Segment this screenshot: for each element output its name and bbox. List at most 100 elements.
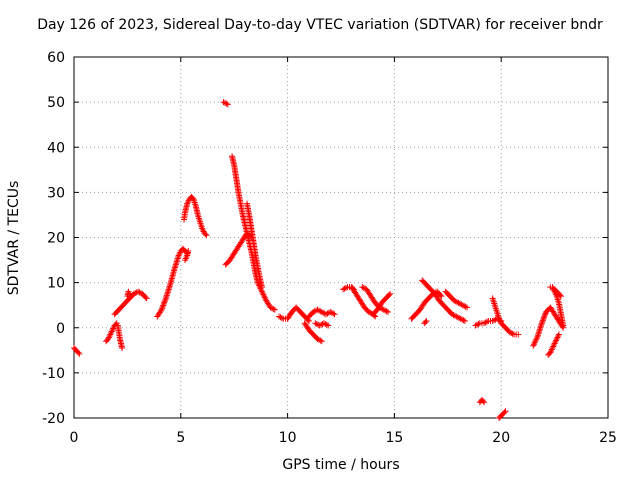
data-points xyxy=(71,99,567,421)
data-point xyxy=(328,309,335,316)
data-point xyxy=(331,311,338,318)
x-tick-label: 10 xyxy=(279,430,297,446)
data-point xyxy=(541,313,548,320)
data-point xyxy=(460,317,467,324)
series-seg26 xyxy=(476,396,488,406)
data-point xyxy=(483,318,490,325)
data-point xyxy=(162,296,169,303)
series-seg13 xyxy=(301,320,325,345)
data-point xyxy=(143,295,150,302)
data-point xyxy=(224,101,231,108)
x-axis-label: GPS time / hours xyxy=(282,457,400,473)
data-point xyxy=(161,299,168,306)
data-point xyxy=(323,321,330,328)
data-point xyxy=(142,294,149,301)
data-point xyxy=(271,306,278,313)
data-point xyxy=(539,317,546,324)
series-seg31 xyxy=(551,286,565,300)
data-point xyxy=(461,317,468,324)
x-tick-label: 25 xyxy=(599,430,617,446)
data-point xyxy=(475,320,482,327)
data-point xyxy=(221,99,228,106)
data-point xyxy=(482,319,489,326)
y-tick-label: 0 xyxy=(56,321,65,337)
x-tick-label: 5 xyxy=(176,430,185,446)
data-point xyxy=(136,289,143,296)
data-point xyxy=(386,292,393,299)
data-point xyxy=(464,304,471,311)
data-point xyxy=(473,321,480,328)
data-point xyxy=(556,292,563,299)
data-point xyxy=(277,314,284,321)
data-point xyxy=(313,320,320,327)
data-point xyxy=(502,408,509,415)
data-point xyxy=(555,331,562,338)
data-point xyxy=(76,350,83,357)
data-point xyxy=(560,322,567,329)
y-tick-label: 60 xyxy=(47,50,65,66)
data-point xyxy=(330,310,337,317)
y-tick-label: 20 xyxy=(47,231,65,247)
series-seg2 xyxy=(103,320,126,352)
data-point xyxy=(158,306,165,313)
x-tick-label: 20 xyxy=(492,430,510,446)
data-point xyxy=(278,314,285,321)
series-seg21 xyxy=(419,277,468,324)
series-seg15 xyxy=(312,320,332,329)
series-seg19 xyxy=(370,290,394,318)
series-seg23 xyxy=(442,288,471,311)
data-point xyxy=(387,290,394,297)
data-point xyxy=(159,303,166,310)
series-seg4 xyxy=(124,288,133,300)
series-seg20 xyxy=(408,288,445,322)
data-point xyxy=(360,284,367,291)
data-point xyxy=(75,349,82,356)
series-seg30 xyxy=(545,331,562,358)
data-point xyxy=(423,317,430,324)
y-tick-label: -20 xyxy=(42,411,65,427)
grid-lines xyxy=(74,57,608,418)
series-seg14 xyxy=(305,306,338,320)
data-point xyxy=(324,310,331,317)
chart-title: Day 126 of 2023, Sidereal Day-to-day VTE… xyxy=(37,17,603,33)
data-point xyxy=(501,409,508,416)
series-seg25 xyxy=(489,295,522,338)
data-point xyxy=(491,317,498,324)
data-point xyxy=(539,318,546,325)
data-point xyxy=(223,100,230,107)
data-point xyxy=(341,285,348,292)
x-tick-label: 0 xyxy=(70,430,79,446)
series-seg6 xyxy=(181,193,210,239)
data-point xyxy=(541,311,548,318)
series-seg1 xyxy=(71,345,83,357)
x-tick-label: 15 xyxy=(385,430,403,446)
data-point xyxy=(185,248,192,255)
data-point xyxy=(558,293,565,300)
data-point xyxy=(270,305,277,312)
series-seg12 xyxy=(276,304,312,324)
data-point xyxy=(304,316,311,323)
data-point xyxy=(160,302,167,309)
data-point xyxy=(538,320,545,327)
series-seg8 xyxy=(220,99,231,108)
data-point xyxy=(325,322,332,329)
data-point xyxy=(540,316,547,323)
y-tick-label: 10 xyxy=(47,276,65,292)
y-tick-label: 50 xyxy=(47,95,65,111)
data-point xyxy=(318,321,325,328)
data-point xyxy=(318,338,325,345)
data-point xyxy=(203,232,210,239)
data-point xyxy=(126,290,133,297)
data-point xyxy=(202,231,209,238)
series-seg7 xyxy=(182,248,192,264)
data-point xyxy=(159,305,166,312)
data-point xyxy=(509,330,516,337)
y-tick-label: 40 xyxy=(47,140,65,156)
data-point xyxy=(161,298,168,305)
data-point xyxy=(317,337,324,344)
data-point xyxy=(384,308,391,315)
series-seg22 xyxy=(421,317,430,327)
data-point xyxy=(258,284,265,291)
series-seg11 xyxy=(244,200,265,291)
